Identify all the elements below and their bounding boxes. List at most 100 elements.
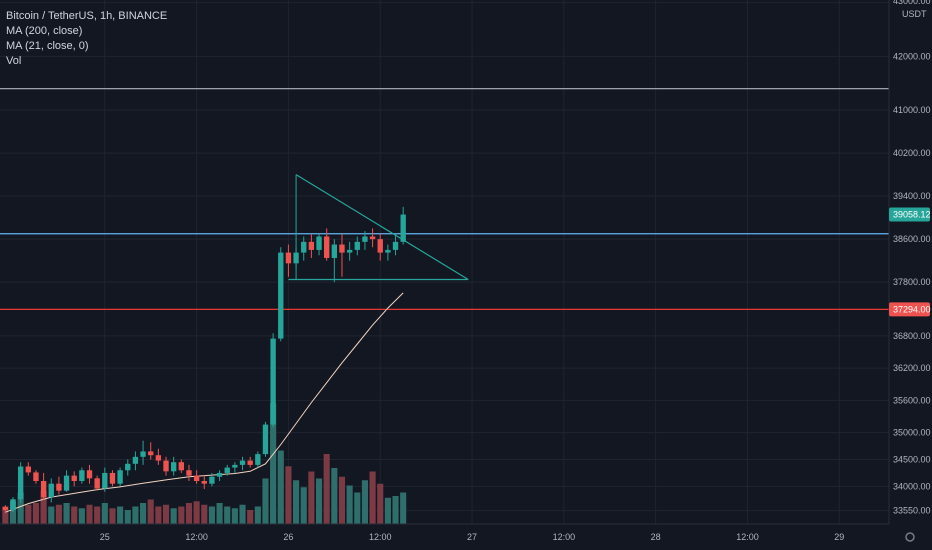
candle-body <box>33 472 39 482</box>
candle-body <box>109 472 116 484</box>
volume-bar <box>109 508 116 524</box>
volume-bar <box>117 506 124 524</box>
ma21-legend[interactable]: MA (21, close, 0) <box>6 40 89 52</box>
volume-bar <box>254 506 261 524</box>
candle-body <box>140 451 146 457</box>
candle-body <box>132 456 139 464</box>
candle-body <box>201 481 207 484</box>
candle-body <box>247 460 253 465</box>
volume-legend[interactable]: Vol <box>6 55 22 67</box>
candle-body <box>155 455 162 461</box>
x-tick-label: 29 <box>834 532 844 542</box>
ma21-line <box>5 292 404 513</box>
volume-bar <box>216 503 223 524</box>
volume-bar <box>155 506 162 524</box>
candle-body <box>308 241 315 250</box>
volume-bar <box>338 476 346 524</box>
volume-bar <box>101 503 108 524</box>
volume-bar <box>71 506 78 524</box>
candle-body <box>385 249 391 253</box>
volume-bar <box>17 492 24 524</box>
volume-bar <box>178 506 185 524</box>
volume-bar <box>354 492 361 524</box>
volume-bar <box>201 504 208 524</box>
candle-body <box>94 478 100 489</box>
candle-body <box>270 338 276 425</box>
volume-bar <box>239 504 246 524</box>
candle-body <box>163 460 169 472</box>
candle-body <box>48 483 54 498</box>
volume-bar <box>315 478 323 524</box>
volume-bar <box>55 504 62 524</box>
price-label-box <box>889 207 930 222</box>
candle-body <box>79 470 85 482</box>
candle-body <box>224 467 230 473</box>
volume-bar <box>392 496 399 524</box>
price-label-box <box>889 302 930 317</box>
candle-body <box>400 214 406 242</box>
volume-bar <box>48 506 55 524</box>
price-label: 37294.00 <box>893 304 931 314</box>
volume-bar <box>86 504 93 524</box>
candle-body <box>392 241 399 250</box>
volume-bar <box>63 503 70 524</box>
volume-bar <box>140 503 147 524</box>
candle-body <box>148 451 154 456</box>
volume-bar <box>208 506 215 524</box>
candle-body <box>193 475 200 482</box>
candle-body <box>301 241 307 253</box>
volume-bar <box>346 485 353 524</box>
candle-body <box>239 460 246 465</box>
volume-bar <box>40 490 47 524</box>
x-tick-label: 27 <box>467 532 477 542</box>
y-tick-label: 33550.00 <box>893 506 931 516</box>
ma200-legend[interactable]: MA (200, close) <box>6 25 83 37</box>
candle-body <box>377 239 383 253</box>
volume-bar <box>369 471 376 524</box>
volume-bar <box>300 487 307 524</box>
candle-body <box>71 475 77 482</box>
x-tick-label: 12:00 <box>369 532 392 542</box>
triangle-upper-line <box>295 174 469 280</box>
symbol-title[interactable]: Bitcoin / TetherUS, 1h, BINANCE <box>6 10 168 22</box>
volume-bar <box>377 483 384 524</box>
volume-bar <box>277 450 284 524</box>
volume-bar <box>361 480 368 524</box>
candle-body <box>369 236 376 240</box>
volume-bar <box>124 510 131 524</box>
candle-body <box>346 249 353 253</box>
x-tick-label: 12:00 <box>185 532 208 542</box>
y-tick-label: 34000.00 <box>893 481 931 491</box>
y-tick-label: 38600.00 <box>893 234 931 244</box>
candle-body <box>255 454 261 465</box>
volume-bar <box>132 506 139 524</box>
candle-body <box>232 464 238 468</box>
candle-body <box>17 466 24 500</box>
volume-bar <box>262 478 269 524</box>
x-tick-label: 28 <box>651 532 661 542</box>
candle-body <box>63 475 70 491</box>
volume-bar <box>308 471 315 524</box>
volume-bar <box>170 508 177 524</box>
settings-icon <box>905 532 915 542</box>
candle-body <box>209 476 215 484</box>
candle-body <box>285 252 292 264</box>
volume-bar <box>285 466 292 524</box>
volume-bar <box>193 501 200 524</box>
volume-bar <box>9 501 17 524</box>
y-tick-label: 41000.00 <box>893 105 931 115</box>
candle-body <box>262 424 269 455</box>
volume-bar <box>231 508 238 524</box>
volume-bar <box>147 499 154 524</box>
candle-body <box>102 472 108 489</box>
volume-bar <box>323 454 330 524</box>
volume-bar <box>25 504 32 524</box>
price-label: 39058.12 <box>893 210 931 220</box>
volume-bar <box>293 480 300 524</box>
x-tick-label: 26 <box>283 532 293 542</box>
y-axis-area <box>889 0 932 550</box>
volume-bar <box>78 508 85 524</box>
volume-bar <box>400 492 407 524</box>
candle-body <box>10 499 16 511</box>
